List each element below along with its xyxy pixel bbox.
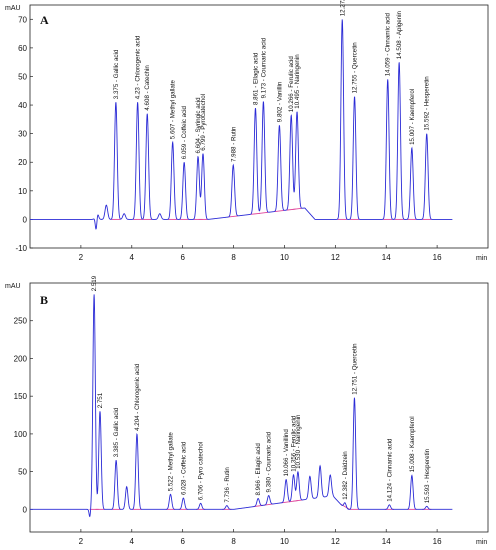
- integration-baseline-segment: [258, 211, 269, 214]
- x-tick-label: 6: [180, 253, 185, 262]
- panel-b-ticks: 2 4 6 8 10 12 14 16 0 50 100 150 200 250: [14, 317, 442, 546]
- y-tick-label: 250: [14, 317, 28, 326]
- y-tick-label: 0: [23, 215, 28, 224]
- peak-label: 9.173 - Coumaric acid: [260, 37, 267, 98]
- panel-a-trace: [30, 19, 453, 230]
- peak-label: 6.604 - Syringic acid: [195, 97, 202, 154]
- peak-label: 4.204 - Chlorogenic acid: [134, 363, 141, 431]
- peak-label: 6.706 - Pyro catechol: [198, 442, 205, 500]
- peak-label: 12.382 - Daidzein: [342, 451, 349, 500]
- panel-a-ticks: 2 4 6 8 10 12 14 16 -10 0 10 20 30 40 50 60 70: [15, 15, 442, 262]
- integration-baseline-segment: [292, 207, 302, 210]
- y-tick-label: 30: [18, 130, 27, 139]
- y-tick-label: 0: [23, 505, 28, 514]
- peak-label: 6.799 - Pyrocatechol: [200, 94, 207, 151]
- y-tick-label: 10: [18, 187, 27, 196]
- peak-label: 15.008 - Kaempferol: [409, 416, 416, 472]
- peak-label: 10.495 - Naringenin: [294, 54, 301, 109]
- y-tick-label: -10: [15, 244, 27, 253]
- x-tick-label: 2: [79, 537, 84, 546]
- panel-a-integration-baselines: [111, 207, 432, 220]
- y-tick-label: 50: [18, 72, 27, 81]
- peak-label: 10.266 - Ferulic acid: [288, 56, 295, 113]
- peak-label: 5.607 - Methyl gallate: [170, 79, 177, 139]
- peak-label: 14.059 - Cinnamic acid: [385, 12, 392, 76]
- panel-a-frame: [29, 4, 489, 249]
- peak-label: 12.755 - Quercetin: [352, 42, 359, 94]
- peak-label: 2.519: [91, 275, 98, 291]
- y-tick-label: 70: [18, 15, 27, 24]
- peak-label: 9.380 - Coumaric acid: [266, 431, 273, 492]
- panel-b-x-unit: min: [476, 539, 487, 546]
- peak-label: 6.059 - Coffeic acid: [181, 105, 188, 159]
- x-tick-label: 12: [331, 537, 340, 546]
- peak-label: 15.007 - Kaempferol: [409, 89, 416, 145]
- panel-a-y-unit: mAU: [5, 5, 21, 12]
- peak-label: 5.522 - Methyl gallate: [168, 432, 175, 492]
- x-tick-label: 16: [433, 537, 442, 546]
- integration-baseline-segment: [293, 499, 303, 502]
- panel-b-peak-labels: 2.519 2.751 3.385 - Gallic acid 4.204 - Chl…: [91, 275, 431, 503]
- x-tick-label: 6: [180, 537, 185, 546]
- peak-label: 2.751: [97, 392, 104, 408]
- peak-label: 12.751 - Quercetin: [351, 343, 358, 395]
- peak-label: 14.508 - Apigenin: [396, 10, 403, 59]
- panel-b-frame: [29, 282, 489, 533]
- peak-label: 10.066 - Vanillind: [283, 429, 290, 477]
- x-tick-label: 14: [382, 253, 391, 262]
- x-tick-label: 14: [382, 537, 391, 546]
- integration-baseline-segment: [274, 209, 285, 212]
- peak-label: 9.802 - Vanillin: [276, 81, 283, 122]
- chromatogram-panel-b: B mAU min 2 4 6 8 10 12 14 16 0 50 100 150 200 250 2.…: [5, 275, 489, 546]
- y-tick-label: 100: [14, 430, 28, 439]
- panel-b-letter: B: [40, 293, 48, 307]
- panel-a-letter: A: [40, 13, 49, 27]
- peak-label: 8.966 - Ellagic acid: [255, 443, 262, 496]
- peak-label: 3.375 - Gallic acid: [113, 49, 120, 99]
- panel-a-peak-labels: 3.375 - Gallic acid 4.23 - Chlorogenic ac…: [113, 0, 431, 162]
- peak-label: 7.988 - Rutin: [230, 126, 237, 162]
- y-tick-label: 150: [14, 392, 28, 401]
- peak-label: 7.736 - Rutin: [224, 467, 231, 503]
- peak-label: 10.530 - Naringenin: [295, 414, 302, 469]
- peak-label: 15.592 - Hesperetin: [424, 76, 431, 131]
- x-tick-label: 8: [231, 537, 236, 546]
- integration-baseline-segment: [250, 212, 261, 215]
- x-tick-label: 12: [331, 253, 340, 262]
- x-tick-label: 4: [130, 537, 135, 546]
- peak-label: 12.272 - Daidzein: [339, 0, 346, 16]
- chromatogram-panel-a: A mAU min 2 4 6 8 10 12 14 16 -10 0 10 20 30 40 50 60 70…: [5, 0, 489, 262]
- y-tick-label: 40: [18, 101, 27, 110]
- panel-b-y-unit: mAU: [5, 283, 21, 290]
- y-tick-label: 50: [18, 468, 27, 477]
- panel-b-trace: [30, 294, 453, 518]
- panel-a-x-unit: min: [476, 255, 487, 262]
- peak-label: 3.385 - Gallic acid: [113, 407, 120, 457]
- peak-label: 6.028 - Coffeic acid: [180, 441, 187, 495]
- integration-baseline-segment: [228, 215, 238, 218]
- peak-label: 8.861 - Ellagic acid: [253, 52, 260, 105]
- y-tick-label: 20: [18, 158, 27, 167]
- x-tick-label: 10: [280, 253, 289, 262]
- peak-label: 14.124 - Cinnamic acid: [386, 438, 393, 502]
- x-tick-label: 2: [79, 253, 84, 262]
- peak-label: 4.23 - Chlorogenic acid: [135, 35, 142, 99]
- x-tick-label: 10: [280, 537, 289, 546]
- x-tick-label: 4: [130, 253, 135, 262]
- x-tick-label: 8: [231, 253, 236, 262]
- y-tick-label: 200: [14, 354, 28, 363]
- x-tick-label: 16: [433, 253, 442, 262]
- y-tick-label: 60: [18, 44, 27, 53]
- peak-label: 4.608 - Catechin: [144, 65, 151, 111]
- peak-label: 15.593 - Hesperetin: [424, 448, 431, 503]
- peak-label: 10.356 - Ferulic acid: [291, 415, 298, 472]
